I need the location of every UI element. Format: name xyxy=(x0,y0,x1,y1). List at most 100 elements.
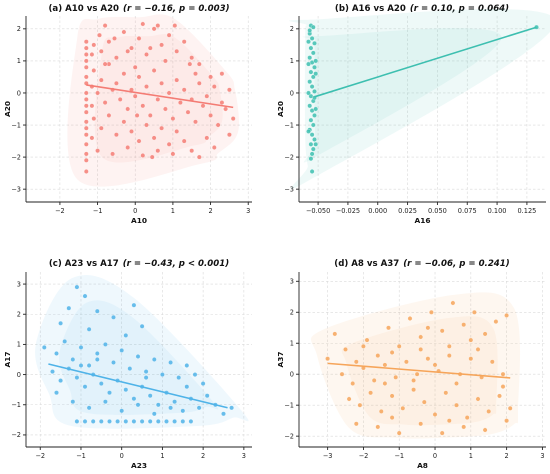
data-point xyxy=(155,97,161,102)
data-point xyxy=(110,151,115,157)
data-point xyxy=(136,138,142,144)
data-point xyxy=(94,308,100,314)
data-point xyxy=(83,157,89,163)
data-point xyxy=(332,331,338,337)
y-tick-label: 3 xyxy=(290,278,294,286)
data-point xyxy=(83,74,89,80)
data-point xyxy=(86,363,92,368)
data-point xyxy=(82,384,88,390)
panel-c: (c) A23 vs A17 (r = −0.43, p < 0.001) −2 −1… xyxy=(3,259,252,470)
data-point xyxy=(176,375,182,380)
x-tick-label: −1 xyxy=(76,452,86,460)
data-point xyxy=(151,135,157,141)
x-axis-label: A23 xyxy=(131,461,147,470)
chart-stats-label: (r = −0.16, p = 0.003) xyxy=(123,4,230,14)
x-tick-label: 2 xyxy=(201,452,205,460)
data-point xyxy=(309,36,315,41)
data-point xyxy=(125,145,131,150)
data-point xyxy=(83,52,89,57)
data-point xyxy=(168,405,173,411)
y-tick-label: −2 xyxy=(284,432,294,440)
data-point xyxy=(82,293,88,299)
data-point xyxy=(139,419,145,424)
data-point xyxy=(346,396,352,402)
data-point xyxy=(432,362,438,368)
data-point xyxy=(418,347,424,352)
data-point xyxy=(136,74,142,80)
data-point xyxy=(83,58,89,64)
y-tick-label: −3 xyxy=(11,185,21,193)
data-point xyxy=(119,348,125,353)
x-tick-label: 0.000 xyxy=(368,207,387,215)
data-point xyxy=(353,421,359,427)
data-point xyxy=(107,419,112,424)
chart-stats-label: (r = 0.10, p = 0.064) xyxy=(410,4,509,14)
y-tick-label: −1 xyxy=(284,121,294,129)
data-point xyxy=(193,119,198,125)
x-tick-label: 2 xyxy=(505,452,509,460)
y-tick-label: −2 xyxy=(11,431,21,439)
data-point xyxy=(400,405,406,411)
data-point xyxy=(489,359,495,365)
regression-line xyxy=(314,26,537,98)
x-tick-label: −2 xyxy=(359,452,369,460)
data-point xyxy=(131,396,137,402)
data-point xyxy=(308,45,314,51)
data-point xyxy=(493,319,499,324)
data-point xyxy=(429,309,434,315)
data-point xyxy=(121,29,127,35)
data-point xyxy=(414,371,420,377)
x-tick-label: 3 xyxy=(540,452,544,460)
data-point xyxy=(97,32,102,38)
data-point xyxy=(151,68,157,73)
data-point xyxy=(368,390,373,396)
data-point xyxy=(221,411,226,417)
data-point xyxy=(121,71,127,77)
data-point xyxy=(58,320,63,326)
x-tick-label: 0 xyxy=(120,452,124,460)
data-point xyxy=(309,151,315,157)
data-point xyxy=(172,399,177,405)
data-point xyxy=(310,50,316,56)
data-point xyxy=(50,369,55,374)
data-point xyxy=(200,381,206,386)
data-point xyxy=(163,58,168,64)
data-point xyxy=(375,424,381,430)
data-point xyxy=(95,90,100,96)
data-point xyxy=(136,36,142,41)
data-point xyxy=(189,55,195,61)
data-point xyxy=(166,32,172,38)
data-point xyxy=(91,42,97,48)
data-point xyxy=(121,119,127,125)
data-point xyxy=(310,74,316,80)
data-point xyxy=(135,402,141,408)
x-tick-label: 0.125 xyxy=(517,207,536,215)
x-axis-label: A16 xyxy=(414,216,430,225)
data-point xyxy=(188,419,194,424)
data-point xyxy=(229,405,234,411)
data-point xyxy=(83,109,89,115)
data-point xyxy=(446,353,452,358)
data-point xyxy=(83,119,89,125)
data-point xyxy=(432,412,438,417)
data-point xyxy=(70,357,76,362)
y-tick-label: −1 xyxy=(11,401,21,409)
data-point xyxy=(144,84,149,89)
data-point xyxy=(313,141,319,147)
data-point xyxy=(310,24,316,30)
data-point xyxy=(151,411,157,417)
data-point xyxy=(91,116,97,121)
x-tick-label: 3 xyxy=(242,452,246,460)
data-point xyxy=(219,71,225,77)
y-tick-label: 0 xyxy=(290,371,294,379)
data-point xyxy=(353,359,359,365)
data-point xyxy=(196,154,202,160)
data-point xyxy=(62,339,68,344)
data-point xyxy=(309,84,315,89)
data-point xyxy=(95,148,100,154)
data-point xyxy=(143,369,149,374)
data-point xyxy=(196,61,202,67)
data-point xyxy=(180,419,186,424)
density-region-outer xyxy=(289,9,550,190)
